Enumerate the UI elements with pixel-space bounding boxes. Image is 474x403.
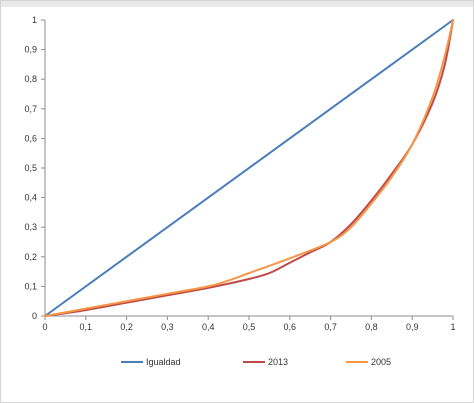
legend-label-igualdad: Igualdad [146,357,181,367]
y-tick-label: 0,3 [24,222,37,232]
x-tick-label: 0 [42,322,47,332]
y-tick-label: 0,7 [24,104,37,114]
x-tick-label: 0,2 [120,322,133,332]
x-tick-label: 0,7 [324,322,337,332]
y-tick-label: 0,6 [24,133,37,143]
y-tick-label: 0,4 [24,193,37,203]
x-tick-label: 0,5 [243,322,256,332]
y-tick-label: 0,2 [24,252,37,262]
y-tick-label: 0,1 [24,281,37,291]
axes [41,19,454,320]
legend-label-2013: 2013 [268,357,288,367]
y-tick-label: 1 [32,15,37,25]
x-tick-label: 0,6 [284,322,297,332]
series-lines [44,19,454,317]
y-tick-label: 0,5 [24,163,37,173]
x-tick-label: 0,8 [365,322,378,332]
legend-label-2005: 2005 [371,357,391,367]
x-tick-label: 0,9 [406,322,419,332]
y-tick-label: 0,9 [24,45,37,55]
y-tick-label: 0 [32,311,37,321]
x-tick-label: 0,3 [161,322,174,332]
series-line-igualdad [44,19,454,317]
x-tick-label: 0,4 [202,322,215,332]
x-tick-label: 0,1 [80,322,93,332]
frame-top-bar [1,1,473,7]
tick-labels: 0 0,1 0,2 0,3 0,4 0,5 0,6 0,7 0,8 0,9 1 0 0,1 0,2 0,3 0… [24,15,455,332]
series-line-2005 [44,19,454,317]
x-tick-label: 1 [450,322,455,332]
legend: Igualdad 2013 2005 [121,357,391,367]
y-tick-label: 0,8 [24,74,37,84]
